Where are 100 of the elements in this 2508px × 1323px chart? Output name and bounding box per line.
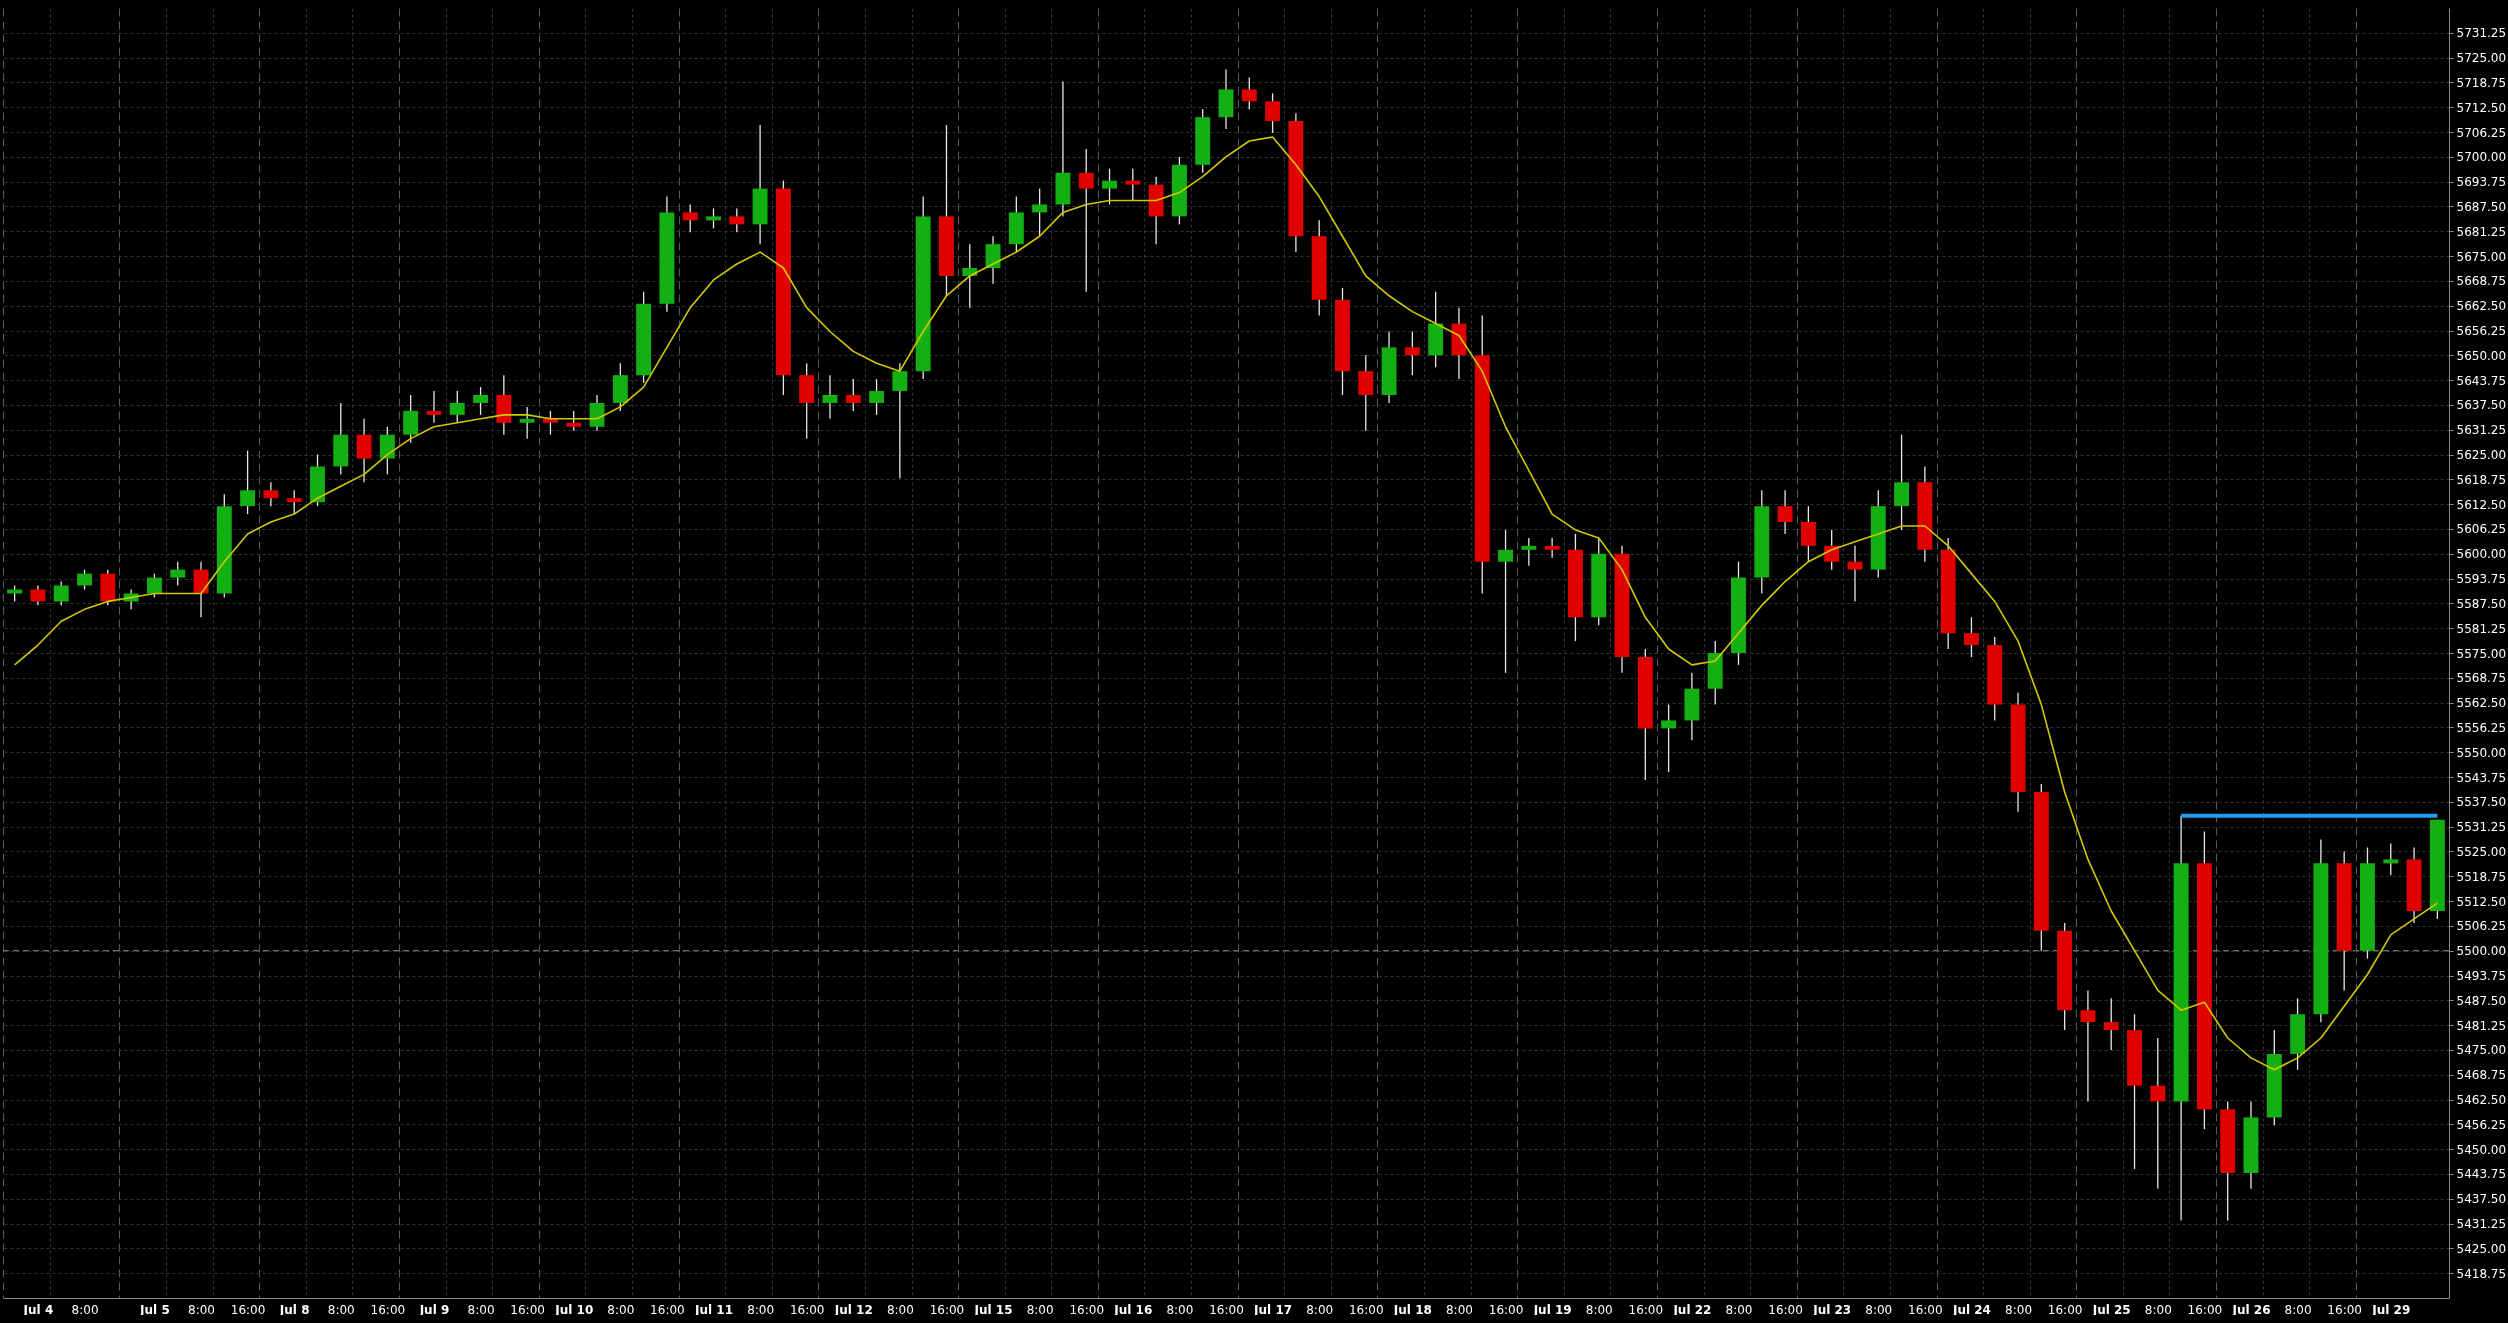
y-tick-label: 5662.50 <box>2456 299 2507 314</box>
candlestick <box>1125 168 1141 202</box>
x-tick-label: Jul 26 <box>2231 1302 2271 1317</box>
y-tick-label: 5518.75 <box>2456 869 2507 884</box>
y-tick-label: 5656.25 <box>2456 324 2507 338</box>
x-tick-label: Jul 10 <box>554 1302 594 1317</box>
y-tick-label: 5687.50 <box>2456 199 2507 214</box>
y-tick-label: 5537.50 <box>2456 795 2507 810</box>
candlestick <box>729 207 745 233</box>
candlestick <box>449 390 465 424</box>
x-tick-label: Jul 24 <box>1951 1302 1991 1317</box>
x-tick-label: 16:00 <box>1209 1302 1244 1317</box>
y-tick-label: 5475.00 <box>2456 1043 2507 1058</box>
candlestick <box>30 584 46 607</box>
x-tick-label: 16:00 <box>370 1302 406 1317</box>
y-tick-label: 5650.00 <box>2456 348 2507 363</box>
y-tick-label: 5668.75 <box>2456 274 2507 289</box>
candlestick <box>426 390 442 424</box>
x-tick-label: 8:00 <box>2005 1302 2033 1317</box>
candlestick <box>1265 92 1281 134</box>
y-tick-label: 5468.75 <box>2456 1068 2507 1083</box>
x-tick-label: 16:00 <box>1348 1302 1384 1317</box>
y-tick-label: 5437.50 <box>2456 1192 2507 1207</box>
candlestick <box>1078 148 1094 293</box>
candlestick <box>1404 330 1420 376</box>
candlestick <box>1358 354 1374 432</box>
candlestick <box>263 481 279 507</box>
candlestick <box>473 386 489 416</box>
y-tick-label: 5543.75 <box>2456 770 2507 785</box>
candlestick <box>2150 1037 2166 1190</box>
candlestick <box>985 235 1001 285</box>
y-tick-label: 5462.50 <box>2456 1093 2507 1108</box>
y-tick-label: 5625.00 <box>2456 448 2507 463</box>
y-tick-label: 5693.75 <box>2456 175 2507 190</box>
x-tick-label: Jul 9 <box>418 1302 450 1317</box>
x-tick-label: Jul 22 <box>1672 1302 1712 1317</box>
candlestick <box>379 426 395 476</box>
y-tick-label: 5562.50 <box>2456 696 2507 711</box>
x-tick-label: Jul 19 <box>1532 1302 1572 1317</box>
x-tick-label: 8:00 <box>1865 1302 1893 1317</box>
candlestick <box>566 410 582 432</box>
y-tick-label: 5575.00 <box>2456 646 2507 661</box>
y-tick-label: 5631.25 <box>2456 423 2507 438</box>
x-tick-label: 8:00 <box>1166 1302 1194 1317</box>
candlestick <box>240 449 256 515</box>
x-tick-label: 8:00 <box>886 1302 914 1317</box>
candlestick <box>1032 187 1048 237</box>
y-tick-label: 5675.00 <box>2456 249 2507 264</box>
x-tick-label: 8:00 <box>71 1302 99 1317</box>
x-tick-label: 16:00 <box>1488 1302 1524 1317</box>
y-tick-label: 5531.25 <box>2456 820 2507 835</box>
x-tick-label: 16:00 <box>230 1302 266 1317</box>
y-tick-label: 5731.25 <box>2456 26 2507 41</box>
candlestick <box>77 569 92 591</box>
x-tick-label: 16:00 <box>1768 1302 1803 1317</box>
y-tick-label: 5487.50 <box>2456 993 2507 1008</box>
y-tick-label: 5706.25 <box>2456 125 2507 140</box>
candlestick <box>1544 537 1560 559</box>
x-tick-label: Jul 25 <box>2091 1302 2131 1317</box>
x-tick-label: Jul 15 <box>973 1302 1013 1317</box>
y-tick-label: 5550.00 <box>2456 745 2507 760</box>
x-tick-label: 8:00 <box>1445 1302 1473 1317</box>
y-tick-label: 5431.25 <box>2456 1217 2507 1232</box>
y-tick-label: 5700.00 <box>2456 150 2507 165</box>
y-tick-label: 5725.00 <box>2456 51 2507 66</box>
candlestick <box>1498 529 1513 674</box>
candlestick <box>403 394 419 444</box>
y-tick-label: 5581.25 <box>2456 621 2507 636</box>
line-series <box>13 136 2439 1071</box>
x-tick-label: Jul 5 <box>139 1302 170 1317</box>
y-tick-label: 5718.75 <box>2456 75 2507 90</box>
candlestick <box>845 378 861 412</box>
candlestick <box>2080 989 2096 1103</box>
y-tick-label: 5525.00 <box>2456 844 2507 859</box>
y-tick-label: 5618.75 <box>2456 472 2507 487</box>
candlestick <box>1894 434 1910 531</box>
x-tick-label: 16:00 <box>510 1302 545 1317</box>
candlestick <box>146 572 162 599</box>
y-tick-label: 5456.25 <box>2456 1117 2507 1132</box>
y-tick-label: 5643.75 <box>2456 373 2507 388</box>
y-tick-label: 5681.25 <box>2456 224 2507 239</box>
y-tick-label: 5418.75 <box>2456 1266 2507 1281</box>
x-tick-label: 16:00 <box>1069 1302 1105 1317</box>
y-tick-label: 5450.00 <box>2456 1142 2507 1157</box>
y-tick-label: 5425.00 <box>2456 1241 2507 1256</box>
candlestick <box>1241 76 1257 110</box>
x-tick-label: Jul 18 <box>1392 1302 1432 1317</box>
x-tick-label: 8:00 <box>467 1302 495 1317</box>
x-tick-label: 8:00 <box>1725 1302 1753 1317</box>
y-tick-label: 5600.00 <box>2456 547 2507 562</box>
candlestick <box>53 580 69 607</box>
y-tick-label: 5712.50 <box>2456 100 2507 115</box>
candlestick <box>962 243 978 309</box>
candlestick <box>286 489 302 515</box>
x-tick-label: Jul 11 <box>694 1302 733 1317</box>
x-tick-label: 16:00 <box>1908 1302 1943 1317</box>
x-tick-label: 16:00 <box>2047 1302 2083 1317</box>
candlestick <box>1661 703 1677 773</box>
y-tick-label: 5506.25 <box>2456 919 2507 934</box>
y-tick-label: 5500.00 <box>2456 944 2507 959</box>
